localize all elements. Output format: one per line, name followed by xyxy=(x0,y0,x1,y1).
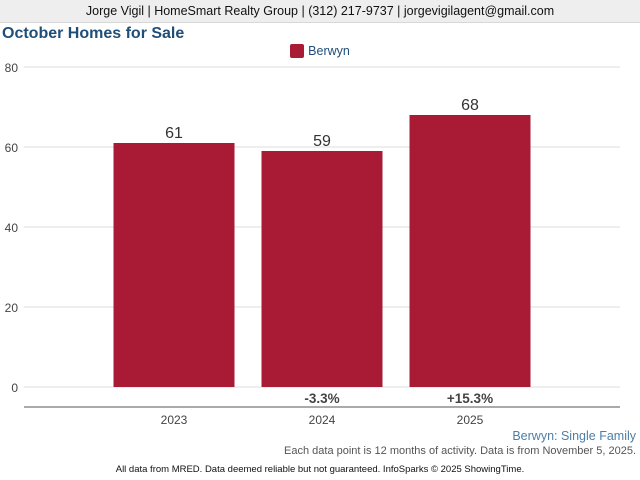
y-tick-label: 40 xyxy=(5,221,19,235)
change-label: +15.3% xyxy=(447,391,493,406)
y-tick-label: 20 xyxy=(5,301,19,315)
y-tick-label: 80 xyxy=(5,61,19,75)
bar[interactable] xyxy=(409,115,531,387)
bar-value-label: 68 xyxy=(461,97,479,114)
bar[interactable] xyxy=(113,143,235,387)
bar[interactable] xyxy=(261,151,383,387)
bar-value-label: 59 xyxy=(313,133,331,150)
disclaimer: All data from MRED. Data deemed reliable… xyxy=(115,464,525,475)
chart-title: October Homes for Sale xyxy=(2,25,185,42)
bar-value-label: 61 xyxy=(165,125,183,142)
y-tick-label: 0 xyxy=(11,381,18,395)
contact-line: Jorge Vigil | HomeSmart Realty Group | (… xyxy=(85,4,555,18)
header-bar: Jorge Vigil | HomeSmart Realty Group | (… xyxy=(0,0,640,23)
x-tick-label: 2024 xyxy=(309,413,336,427)
legend-label[interactable]: Berwyn xyxy=(308,44,350,58)
change-label: -3.3% xyxy=(304,391,339,406)
x-tick-label: 2025 xyxy=(457,413,484,427)
data-note: Each data point is 12 months of activity… xyxy=(284,445,636,457)
y-tick-label: 60 xyxy=(5,141,19,155)
legend: Berwyn xyxy=(0,44,640,58)
legend-swatch xyxy=(290,44,305,58)
series-caption: Berwyn: Single Family xyxy=(512,429,636,443)
x-tick-label: 2023 xyxy=(161,413,188,427)
